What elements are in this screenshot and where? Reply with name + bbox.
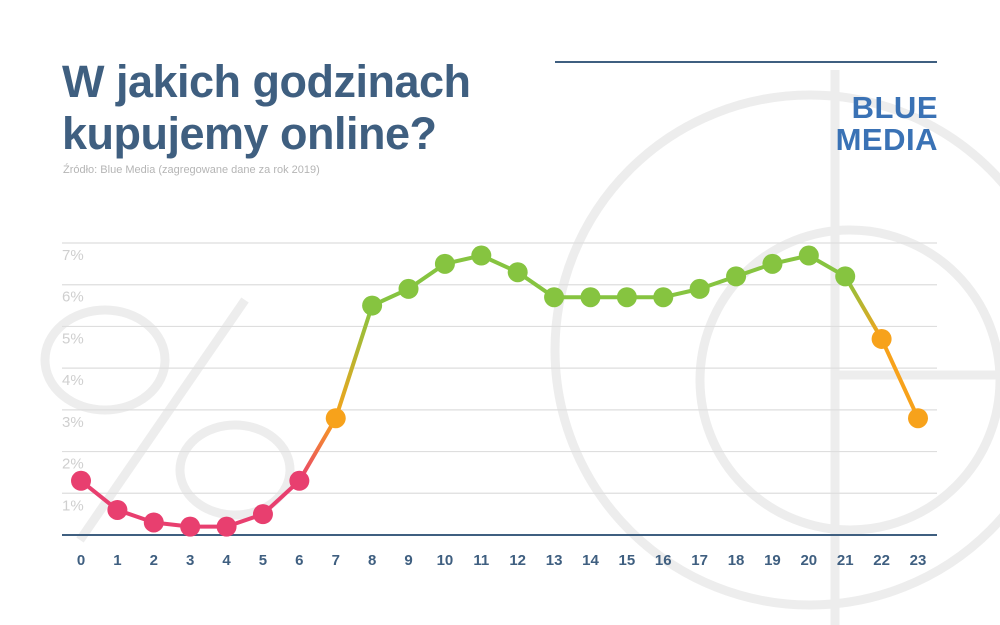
data-point: [471, 245, 492, 266]
x-tick-label: 4: [222, 552, 231, 569]
data-point: [507, 262, 528, 283]
data-points: [71, 245, 928, 537]
data-point: [216, 516, 237, 537]
data-point: [835, 266, 856, 287]
x-tick-label: 10: [437, 552, 454, 569]
data-point: [726, 266, 747, 287]
title-line-1: W jakich godzinach: [62, 56, 471, 107]
series-segment: [333, 303, 375, 421]
x-tick-label: 7: [332, 552, 340, 569]
data-point: [362, 295, 383, 316]
data-point: [434, 253, 455, 274]
x-tick-label: 13: [546, 552, 563, 569]
x-tick-label: 12: [509, 552, 526, 569]
data-point: [689, 278, 710, 299]
data-point: [580, 287, 601, 308]
x-tick-label: 0: [77, 552, 85, 569]
x-tick-label: 17: [691, 552, 708, 569]
data-point: [325, 408, 346, 429]
x-tick-label: 20: [800, 552, 817, 569]
x-tick-label: 22: [873, 552, 890, 569]
x-tick-label: 3: [186, 552, 194, 569]
data-point: [871, 328, 892, 349]
x-tick-label: 5: [259, 552, 267, 569]
data-point: [616, 287, 637, 308]
data-point: [107, 499, 128, 520]
x-tick-label: 11: [473, 552, 489, 569]
source-note: Źródło: Blue Media (zagregowane dane za …: [63, 164, 320, 176]
series-line: [79, 253, 920, 529]
x-tick-label: 8: [368, 552, 376, 569]
top-divider: [555, 61, 937, 63]
x-tick-label: 21: [837, 552, 854, 569]
y-tick-label: 7%: [62, 247, 84, 264]
logo-line-2: MEDIA: [835, 122, 938, 157]
y-tick-label: 6%: [62, 289, 84, 306]
data-point: [71, 470, 91, 491]
y-tick-label: 1%: [62, 497, 84, 514]
page-title: W jakich godzinach kupujemy online?: [62, 56, 471, 160]
data-point: [653, 287, 674, 308]
logo-line-1: BLUE: [851, 90, 938, 125]
series-segment: [879, 336, 920, 421]
x-tick-label: 6: [295, 552, 303, 569]
brand-logo: BLUE MEDIA: [836, 92, 938, 156]
y-axis-ticks: 1% 2% 3% 4% 5% 6% 7%: [62, 247, 84, 514]
x-tick-label: 9: [404, 552, 412, 569]
y-tick-label: 2%: [62, 456, 84, 473]
title-line-2: kupujemy online?: [62, 108, 437, 159]
data-point: [544, 287, 565, 308]
series-segment: [297, 416, 338, 483]
x-tick-label: 19: [764, 552, 781, 569]
x-tick-label: 16: [655, 552, 672, 569]
data-point: [289, 470, 310, 491]
x-tick-label: 14: [582, 552, 599, 569]
data-point: [143, 512, 164, 533]
x-tick-label: 2: [150, 552, 158, 569]
data-point: [398, 278, 419, 299]
data-point: [762, 253, 783, 274]
data-point: [798, 245, 819, 266]
y-tick-label: 3%: [62, 414, 84, 431]
y-tick-label: 4%: [62, 372, 84, 389]
data-point: [252, 504, 273, 525]
x-tick-label: 23: [910, 552, 927, 569]
x-axis-ticks: 0 1 2 3 4 5 6 7 8 9 10 11 12 13 14 15 16 17 18 19 20 21 22 23: [77, 552, 927, 569]
y-tick-label: 5%: [62, 330, 84, 347]
series-segment: [843, 274, 884, 341]
x-tick-label: 18: [728, 552, 745, 569]
grid-lines: [62, 242, 937, 494]
data-point: [908, 408, 928, 429]
data-point: [180, 516, 201, 537]
x-tick-label: 1: [113, 552, 121, 569]
x-tick-label: 15: [619, 552, 636, 569]
